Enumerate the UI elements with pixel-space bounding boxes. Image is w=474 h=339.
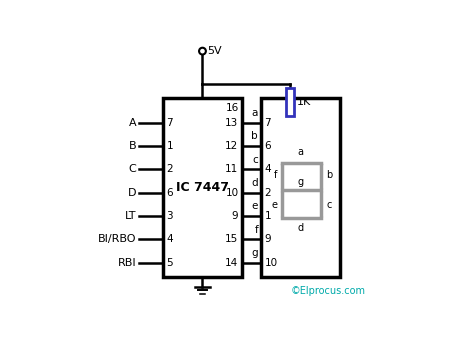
Text: B: B bbox=[129, 141, 137, 151]
Text: 12: 12 bbox=[225, 141, 238, 151]
Text: d: d bbox=[251, 178, 258, 188]
Text: LT: LT bbox=[125, 211, 137, 221]
Text: 4: 4 bbox=[264, 164, 271, 175]
Text: 1K: 1K bbox=[297, 97, 311, 107]
Text: BI/RBO: BI/RBO bbox=[98, 234, 137, 244]
Text: 9: 9 bbox=[264, 234, 271, 244]
Text: 2: 2 bbox=[166, 164, 173, 175]
Text: 2: 2 bbox=[264, 188, 271, 198]
Text: RBI: RBI bbox=[118, 258, 137, 267]
Text: e: e bbox=[272, 200, 278, 210]
Text: 4: 4 bbox=[166, 234, 173, 244]
Text: 3: 3 bbox=[166, 211, 173, 221]
Text: 6: 6 bbox=[166, 188, 173, 198]
Bar bbox=[261, 98, 339, 277]
Text: 1: 1 bbox=[264, 211, 271, 221]
Bar bbox=[286, 88, 294, 116]
Text: 7: 7 bbox=[166, 118, 173, 128]
Text: 16: 16 bbox=[226, 103, 239, 113]
Text: 6: 6 bbox=[264, 141, 271, 151]
Bar bbox=[164, 98, 242, 277]
Text: 1: 1 bbox=[166, 141, 173, 151]
Text: f: f bbox=[255, 224, 258, 235]
Text: 5V: 5V bbox=[207, 46, 222, 56]
Text: D: D bbox=[128, 188, 137, 198]
Text: e: e bbox=[252, 201, 258, 211]
Text: 14: 14 bbox=[225, 258, 238, 267]
Text: 13: 13 bbox=[225, 118, 238, 128]
Text: d: d bbox=[298, 223, 304, 233]
Text: g: g bbox=[298, 177, 304, 187]
Text: a: a bbox=[298, 147, 304, 157]
Text: b: b bbox=[251, 132, 258, 141]
Text: C: C bbox=[128, 164, 137, 175]
Text: c: c bbox=[252, 155, 258, 165]
Text: 9: 9 bbox=[232, 211, 238, 221]
Text: b: b bbox=[326, 170, 332, 180]
Text: 15: 15 bbox=[225, 234, 238, 244]
Text: 5: 5 bbox=[166, 258, 173, 267]
Text: a: a bbox=[252, 108, 258, 118]
Text: g: g bbox=[251, 248, 258, 258]
Text: ©Elprocus.com: ©Elprocus.com bbox=[291, 286, 365, 297]
Text: f: f bbox=[274, 170, 278, 180]
Text: A: A bbox=[129, 118, 137, 128]
Text: 11: 11 bbox=[225, 164, 238, 175]
Text: 10: 10 bbox=[225, 188, 238, 198]
Text: IC 7447: IC 7447 bbox=[176, 181, 229, 194]
Text: c: c bbox=[326, 200, 332, 210]
Text: 10: 10 bbox=[264, 258, 277, 267]
Text: 7: 7 bbox=[264, 118, 271, 128]
